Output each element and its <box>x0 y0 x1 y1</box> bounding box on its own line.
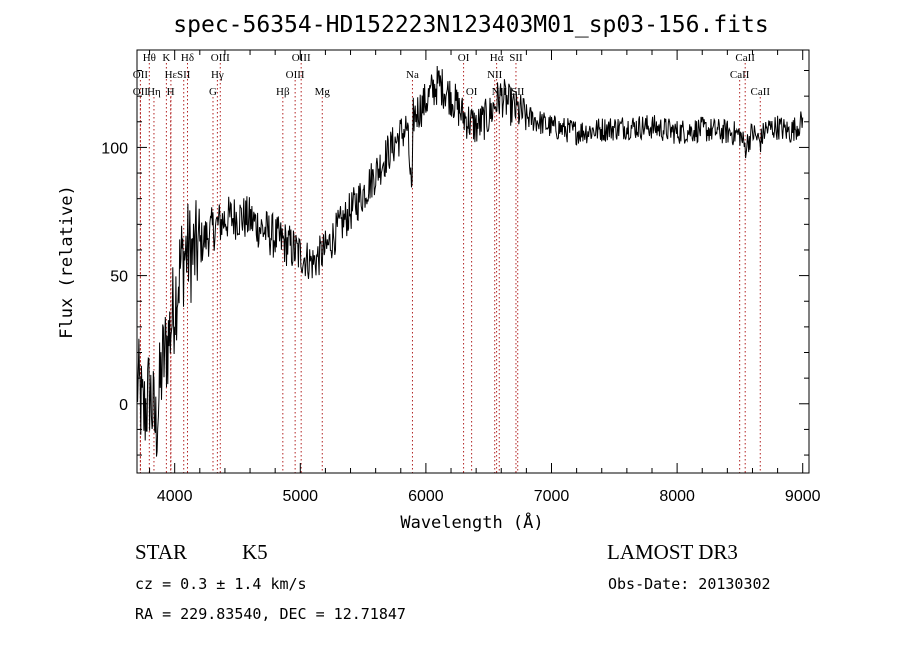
line-label-15: Mg <box>315 86 331 98</box>
x-tick-label-8000: 8000 <box>659 488 695 505</box>
x-tick-label-6000: 6000 <box>408 488 444 505</box>
line-label-26: CaII <box>750 86 770 98</box>
line-label-4: Hε <box>165 69 178 81</box>
line-label-22: NII <box>492 86 508 98</box>
x-tick-label-7000: 7000 <box>534 488 570 505</box>
redshift-cz: cz = 0.3 ± 1.4 km/s <box>135 575 307 593</box>
survey-name: LAMOST DR3 <box>607 540 738 564</box>
line-label-9: OIII <box>211 52 230 64</box>
line-label-11: G <box>209 86 217 98</box>
line-label-0: Hθ <box>143 52 156 64</box>
line-label-19: Hα <box>490 52 504 64</box>
plot-frame <box>136 49 810 474</box>
line-label-3: K <box>162 52 170 64</box>
spectral-line-markers <box>139 63 761 473</box>
line-label-12: OIII <box>292 52 311 64</box>
line-label-21: NII <box>487 69 503 81</box>
line-label-17: OI <box>458 52 470 64</box>
spectrum-line <box>136 65 804 457</box>
x-tick-label-4000: 4000 <box>157 488 193 505</box>
x-tick-label-5000: 5000 <box>282 488 318 505</box>
line-label-24: CaII <box>735 52 755 64</box>
observation-date: Obs-Date: 20130302 <box>608 575 771 593</box>
coordinates: RA = 229.83540, DEC = 12.71847 <box>135 605 406 623</box>
line-label-10: Hγ <box>211 69 224 81</box>
line-label-6: H <box>167 86 175 98</box>
line-label-13: OIII <box>286 69 305 81</box>
line-label-23: SII <box>511 86 525 98</box>
y-tick-label-0: 0 <box>119 397 128 414</box>
object-subclass: K5 <box>242 540 268 564</box>
y-axis-label: Flux (relative) <box>57 185 77 339</box>
y-tick-label-50: 50 <box>110 269 128 286</box>
x-axis-label: Wavelength (Å) <box>400 511 543 533</box>
x-axis-ticks: 4000 5000 6000 7000 8000 9000 <box>149 50 821 505</box>
y-tick-label-100: 100 <box>101 140 128 157</box>
line-label-16: Na <box>406 69 419 81</box>
line-label-8: SII <box>177 69 191 81</box>
line-label-7: Hδ <box>181 52 194 64</box>
line-label-20: SII <box>509 52 523 64</box>
line-label-14: Hβ <box>276 86 290 98</box>
object-class: STAR <box>135 540 187 564</box>
x-tick-label-9000: 9000 <box>785 488 821 505</box>
line-label-25: CaII <box>730 69 750 81</box>
line-label-5: Hη <box>147 86 161 98</box>
line-label-18: OI <box>466 86 478 98</box>
chart-title: spec-56354-HD152223N123403M01_sp03-156.f… <box>173 12 768 38</box>
y-axis-ticks: 0 50 100 <box>101 70 809 456</box>
